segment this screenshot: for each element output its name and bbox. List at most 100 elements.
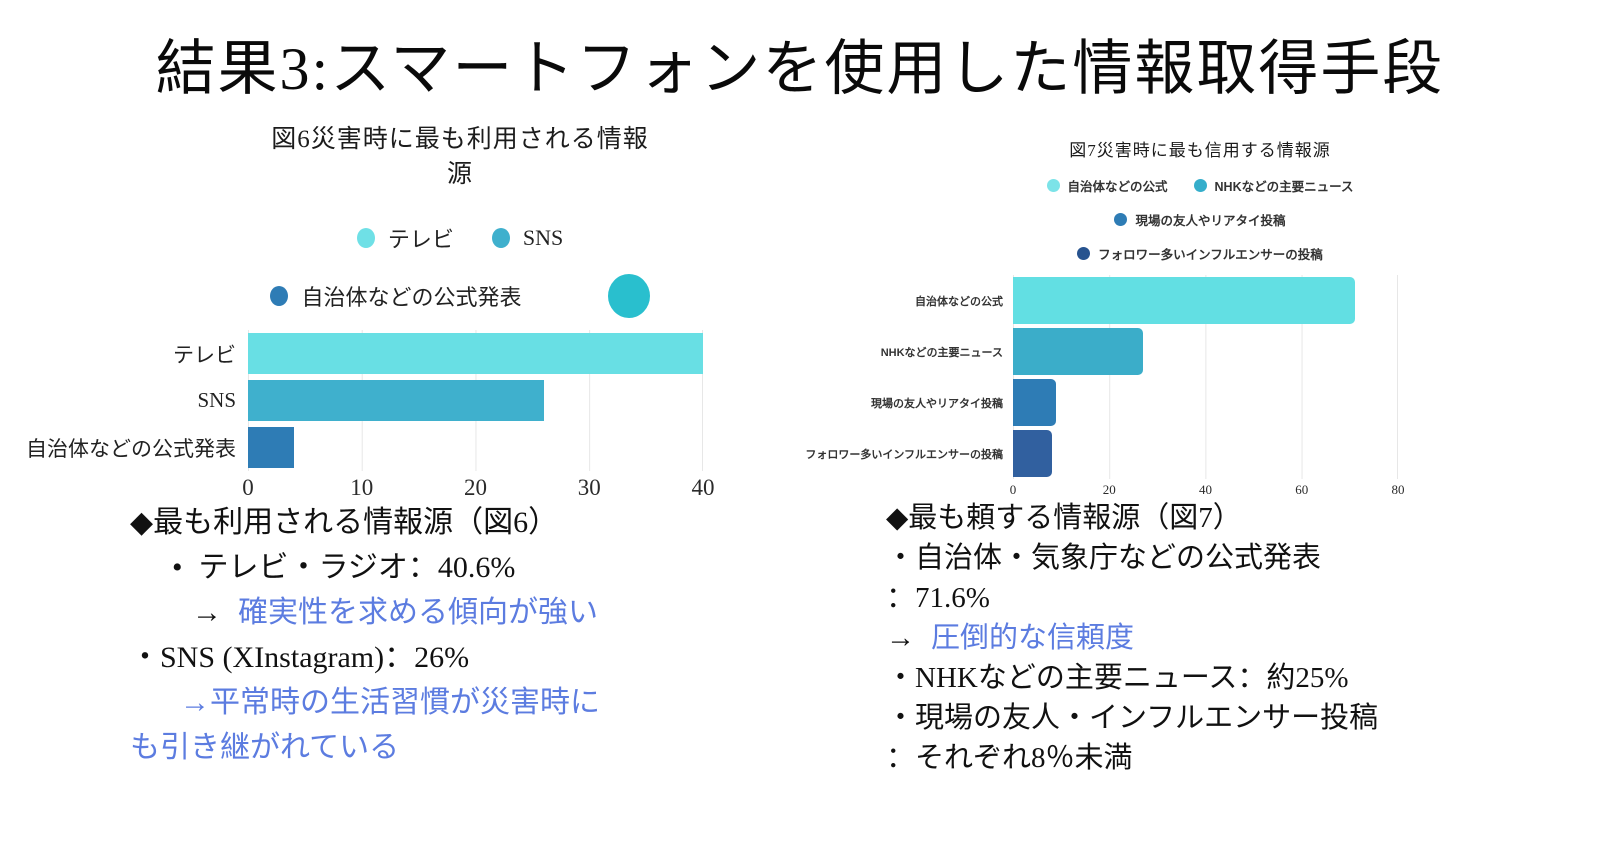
- bar-row: SNS: [10, 377, 703, 424]
- tick-label: 10: [350, 475, 374, 500]
- legend-item-official: 自治体などの公式: [1046, 176, 1168, 195]
- bar: [1013, 328, 1143, 376]
- note-line-sns: ・SNS (XInstagram)：26%: [130, 641, 470, 674]
- legend-label: NHKなどの主要ニュース: [1214, 180, 1354, 195]
- legend-label: フォロワー多いインフルエンサーの投稿: [1098, 248, 1323, 263]
- legend-row: フォロワー多いインフルエンサーの投稿: [1077, 244, 1323, 263]
- bar: [1013, 277, 1355, 325]
- note-text-highlight: 圧倒的な信頼度: [931, 622, 1135, 654]
- category-label: NHKなどの主要ニュース: [880, 346, 1003, 359]
- notes-fig7-heading: ◆最も頼する情報源（図7）: [886, 502, 1242, 534]
- legend-dot-icon: [1114, 213, 1128, 227]
- arrow-icon: →: [192, 596, 222, 629]
- category-label: フォロワー多いインフルエンサーの投稿: [805, 448, 1003, 461]
- legend-row: 自治体などの公式 NHKなどの主要ニュース: [1046, 176, 1354, 195]
- legend-label: 現場の友人やリアタイ投稿: [1135, 214, 1286, 229]
- tick-label: 20: [1102, 482, 1116, 498]
- category-label: SNS: [197, 388, 236, 412]
- legend-item-sns: SNS: [491, 225, 564, 251]
- legend-item-friends: 現場の友人やリアタイ投稿: [1114, 210, 1286, 229]
- bar-track: [1013, 379, 1398, 427]
- category-label: 自治体などの公式: [915, 295, 1003, 308]
- note-text-highlight: 確実性を求める傾向が強い: [238, 596, 598, 629]
- bar-track: [1013, 328, 1398, 376]
- note-line-nhk: ・NHKなどの主要ニュース：約25%: [886, 662, 1349, 694]
- bar-row: フォロワー多いインフルエンサーの投稿: [790, 428, 1398, 479]
- legend-row: 自治体などの公式発表: [270, 274, 650, 318]
- category-label: 現場の友人やリアタイ投稿: [871, 397, 1003, 410]
- tick-label: 20: [464, 475, 487, 500]
- chart-fig7-title: 図7災害時に最も信用する情報源: [1069, 141, 1331, 160]
- chart-fig6-plot: テレビ SNS 自治体などの公式発表 0 10 20 30 40: [10, 330, 715, 509]
- legend-dot-icon: [1193, 179, 1207, 193]
- bar-row: 現場の友人やリアタイ投稿: [790, 377, 1398, 428]
- tick-label: 0: [242, 475, 254, 500]
- bar-row: 自治体などの公式: [790, 275, 1398, 326]
- tick-label: 40: [1199, 482, 1212, 498]
- bar: [248, 333, 703, 374]
- tick-label: 80: [1391, 482, 1405, 498]
- arrow-icon: →: [180, 686, 210, 719]
- bullet-icon: •: [172, 551, 183, 584]
- note-line-tv: • テレビ・ラジオ：40.6%: [130, 545, 750, 590]
- arrow-icon: →: [886, 622, 915, 654]
- x-axis-ticks: 0 20 40 60 80: [1009, 482, 1405, 502]
- legend-label: テレビ: [387, 227, 454, 252]
- category-label: テレビ: [173, 342, 236, 367]
- legend-row: 現場の友人やリアタイ投稿: [1114, 210, 1286, 229]
- notes-fig7: ◆最も頼する情報源（図7） ・自治体・気象庁などの公式発表 ：71.6% → 圧倒…: [886, 498, 1486, 778]
- tick-label: 40: [691, 475, 715, 500]
- note-line-friends: ・現場の友人・インフルエンサー投稿: [886, 702, 1379, 734]
- chart-fig6-title: 図6災害時に最も利用される情報源: [170, 122, 750, 192]
- bar-row: NHKなどの主要ニュース: [790, 326, 1398, 377]
- chart-fig7-plot: 自治体などの公式 NHKなどの主要ニュース 現場の友人やリアタイ投稿 フォロワー…: [790, 275, 1405, 502]
- note-line-friends-value: ：それぞれ8％未満: [886, 742, 1133, 774]
- note-line-official: ・自治体・気象庁などの公式発表: [886, 542, 1322, 574]
- bar: [1013, 430, 1052, 478]
- bar-row: 自治体などの公式発表: [10, 424, 703, 471]
- legend-item-influencer: フォロワー多いインフルエンサーの投稿: [1077, 244, 1323, 263]
- chart-fig6-legend: テレビ SNS 自治体などの公式発表: [170, 222, 750, 318]
- legend-item-nhk: NHKなどの主要ニュース: [1193, 176, 1354, 195]
- legend-label: 自治体などの公式発表: [301, 285, 522, 310]
- note-line-conclusion1: → 確実性を求める傾向が強い: [130, 590, 750, 635]
- note-line-conclusion: → 圧倒的な信頼度: [886, 618, 1486, 658]
- category-label: 自治体などの公式発表: [26, 436, 236, 461]
- tick-label: 60: [1295, 482, 1309, 498]
- bar: [1013, 379, 1057, 427]
- notes-fig6: ◆最も利用される情報源（図6） • テレビ・ラジオ：40.6% → 確実性を求める傾…: [130, 500, 750, 770]
- chart-fig6-title-line2: 源: [446, 161, 473, 188]
- bar-track: [1013, 430, 1398, 478]
- chart-fig6-title-line1: 図6災害時に最も利用される情報: [271, 126, 649, 153]
- bar-track: [1013, 277, 1398, 325]
- tick-label: 30: [577, 475, 601, 500]
- legend-dot-icon: [1077, 247, 1091, 261]
- note-line-official-value: ：71.6%: [886, 582, 990, 614]
- chart-fig7-head: 図7災害時に最も信用する情報源 自治体などの公式 NHKなどの主要ニュース: [970, 140, 1430, 263]
- chart-fig7-legend: 自治体などの公式 NHKなどの主要ニュース 現場の友人やリアタイ投稿: [970, 176, 1430, 263]
- bar-track: [248, 333, 703, 374]
- x-axis-ticks: 0 10 20 30 40: [242, 475, 714, 509]
- note-text-highlight: 平常時の生活習慣が災害時に: [210, 686, 600, 719]
- bar-track: [248, 380, 703, 421]
- legend-item-tv: テレビ: [356, 222, 454, 254]
- chart-fig6-head: 図6災害時に最も利用される情報源 テレビ SNS 自治体などの公式発表: [170, 122, 750, 318]
- note-line-conclusion2b: も引き継がれている: [130, 731, 400, 764]
- chart-fig6: 図6災害時に最も利用される情報源 テレビ SNS 自治体などの公式発表: [10, 122, 750, 509]
- legend-item-official: 自治体などの公式発表: [270, 280, 522, 312]
- legend-dot-icon: [1046, 179, 1060, 193]
- legend-label: SNS: [522, 225, 564, 250]
- legend-dot-icon: [491, 228, 510, 248]
- legend-dot-icon: [270, 286, 289, 306]
- chart-fig7: 図7災害時に最も信用する情報源 自治体などの公式 NHKなどの主要ニュース: [790, 140, 1450, 502]
- legend-dot-icon: [356, 228, 375, 248]
- bar-track: [248, 427, 703, 468]
- note-text: テレビ・ラジオ：40.6%: [198, 551, 516, 584]
- bar: [248, 427, 294, 468]
- legend-big-dot-icon: [607, 274, 650, 318]
- note-line-conclusion2: →平常時の生活習慣が災害時に: [130, 680, 750, 725]
- legend-label: 自治体などの公式: [1067, 180, 1168, 195]
- notes-fig6-heading: ◆最も利用される情報源（図6）: [130, 506, 559, 539]
- tick-label: 0: [1009, 482, 1017, 498]
